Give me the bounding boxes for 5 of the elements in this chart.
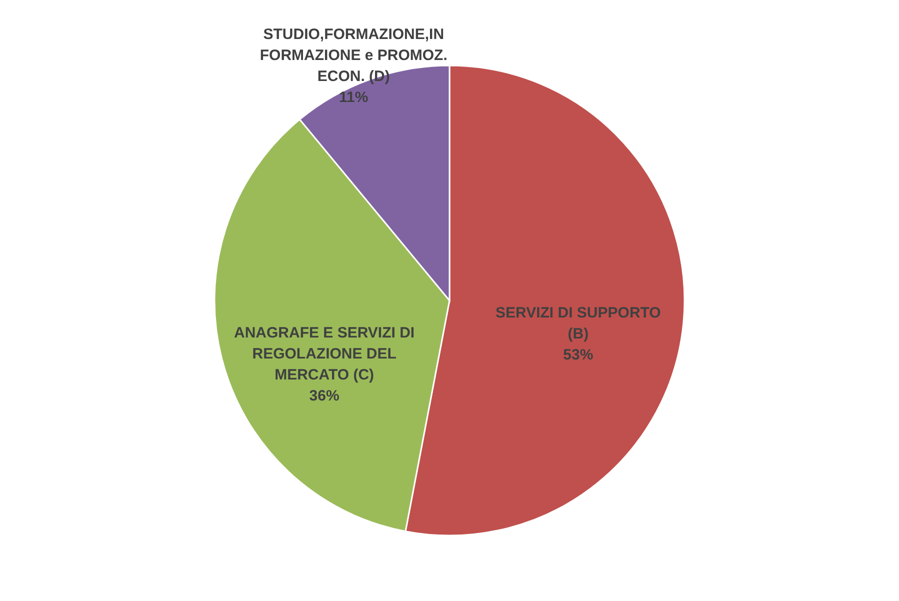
slice-label: SERVIZI DI SUPPORTO (B) bbox=[496, 304, 662, 343]
slice-label: ANAGRAFE E SERVIZI DI REGOLAZIONE DEL MERCATO (C) bbox=[234, 324, 415, 384]
data-label: 36% bbox=[309, 388, 340, 405]
data-label: 53% bbox=[563, 346, 594, 364]
data-label: 11% bbox=[339, 89, 368, 106]
